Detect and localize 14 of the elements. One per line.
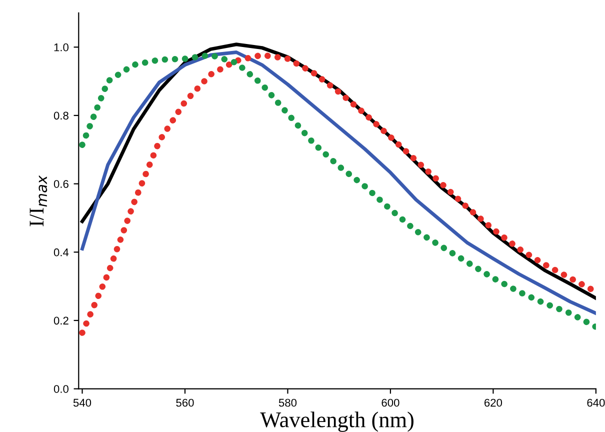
y-axis-title: I/I$_{max}$ [30, 175, 48, 226]
x-tick-label: 620 [484, 398, 502, 407]
x-tick-label: 600 [382, 398, 400, 407]
x-tick-label: 580 [278, 398, 297, 407]
y-tick-label: 1.0 [54, 43, 68, 52]
y-tick-label: 0.4 [54, 248, 69, 256]
x-tick-label: 640 [587, 398, 605, 407]
x-axis-title: Wavelength (nm) [260, 412, 414, 432]
y-tick-label: 0.8 [54, 112, 68, 120]
y-tick-label: 0.6 [54, 180, 68, 188]
y-tick-label: 0.2 [54, 316, 68, 325]
x-tick-label: 560 [176, 398, 194, 407]
y-tick-label: 0.0 [54, 385, 68, 393]
x-tick-label: 540 [73, 398, 92, 407]
